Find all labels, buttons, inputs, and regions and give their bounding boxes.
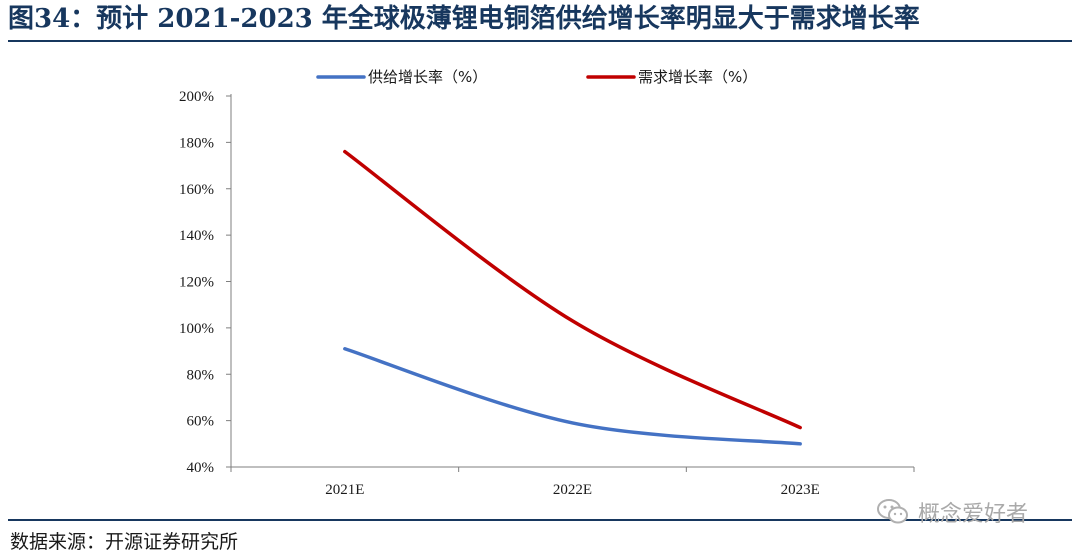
watermark: 概念爱好者 <box>876 496 1028 528</box>
y-tick-label: 200% <box>179 89 214 105</box>
y-tick-label: 40% <box>187 460 215 476</box>
source-divider <box>8 519 1072 521</box>
source-note: 数据来源：开源证券研究所 <box>10 531 239 553</box>
chart-legend: 供给增长率（%） 需求增长率（%） <box>316 68 757 86</box>
y-tick-label: 60% <box>187 414 215 430</box>
watermark-text: 概念爱好者 <box>918 502 1029 527</box>
y-tick-label: 180% <box>179 135 214 151</box>
x-tick-label: 2023E <box>781 482 820 498</box>
chart-axes: 40% 60% 80% 100% 120% 140% 160% 180% 200% 2021E 20… <box>179 89 915 498</box>
line-chart: 供给增长率（%） 需求增长率（%） 40% 60% 80% 100% 120% 140% 16… <box>179 68 915 498</box>
legend-label-2: 需求增长率（%） <box>638 68 757 86</box>
legend-label-1: 供给增长率（%） <box>368 68 487 86</box>
y-tick-label: 160% <box>179 182 214 198</box>
series-line-2 <box>343 149 802 430</box>
x-tick-label: 2021E <box>325 482 364 498</box>
y-tick-label: 140% <box>179 228 214 244</box>
title-divider <box>8 40 1072 42</box>
figure-title: 图34：预计 2021-2023 年全球极薄锂电铜箔供给增长率明显大于需求增长率 <box>8 4 920 34</box>
chart-series <box>343 149 802 446</box>
wechat-icon <box>877 499 908 524</box>
y-tick-label: 100% <box>179 321 214 337</box>
series-line-1 <box>343 346 802 446</box>
y-tick-label: 80% <box>187 367 215 383</box>
x-tick-label: 2022E <box>553 482 592 498</box>
y-tick-label: 120% <box>179 275 214 291</box>
